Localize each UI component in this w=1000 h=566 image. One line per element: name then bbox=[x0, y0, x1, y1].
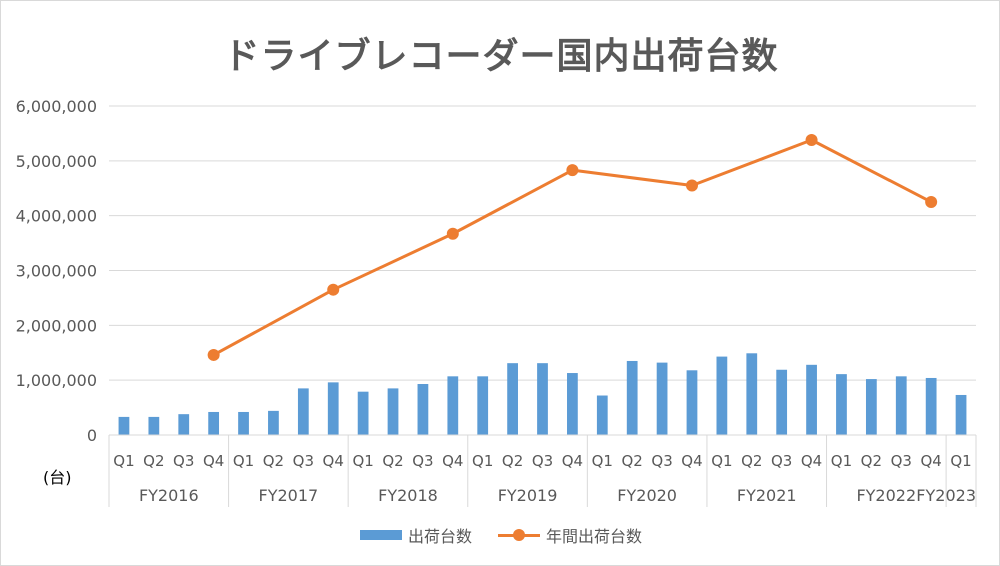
bar bbox=[836, 374, 847, 435]
legend-item-line[interactable]: 年間出荷台数 bbox=[498, 523, 642, 547]
bar bbox=[327, 382, 339, 435]
bar bbox=[238, 411, 249, 435]
annual-point bbox=[327, 283, 340, 296]
y-tick-label: 0 bbox=[87, 426, 97, 445]
x-tick-label: Q2 bbox=[741, 452, 762, 470]
annual-point bbox=[805, 133, 818, 146]
x-tick-label: Q3 bbox=[651, 452, 672, 470]
x-tick-label: Q2 bbox=[263, 452, 284, 470]
x-tick-label: Q1 bbox=[950, 452, 971, 470]
x-tick-label: Q1 bbox=[113, 452, 134, 470]
annual-point bbox=[925, 195, 938, 208]
x-tick-label: Q1 bbox=[472, 452, 493, 470]
x-tick-label: Q3 bbox=[173, 452, 194, 470]
x-tick-label: Q4 bbox=[203, 452, 224, 470]
bar bbox=[567, 373, 578, 435]
fiscal-year-label: FY2023 bbox=[916, 486, 976, 505]
bar bbox=[118, 416, 130, 435]
bar bbox=[895, 376, 907, 435]
x-tick-label: Q2 bbox=[382, 452, 403, 470]
x-tick-label: Q1 bbox=[831, 452, 852, 470]
bar bbox=[357, 391, 369, 435]
annual-point bbox=[207, 348, 220, 361]
x-tick-label: Q1 bbox=[352, 452, 373, 470]
x-tick-label: Q2 bbox=[622, 452, 643, 470]
x-tick-label: Q4 bbox=[920, 452, 941, 470]
legend-bar-swatch bbox=[359, 530, 402, 540]
bar bbox=[268, 410, 279, 435]
bar bbox=[447, 376, 459, 435]
bar bbox=[148, 416, 160, 435]
bar bbox=[178, 414, 190, 435]
fiscal-year-label: FY2019 bbox=[498, 486, 558, 505]
y-tick-label: 5,000,000 bbox=[16, 152, 97, 171]
bar bbox=[716, 356, 728, 435]
x-tick-label: Q1 bbox=[233, 452, 254, 470]
x-tick-label: Q2 bbox=[861, 452, 882, 470]
legend-label-bar: 出荷台数 bbox=[407, 527, 472, 546]
x-tick-label: Q3 bbox=[891, 452, 912, 470]
x-tick-label: Q4 bbox=[801, 452, 822, 470]
bar bbox=[925, 377, 937, 435]
x-tick-label: Q2 bbox=[143, 452, 164, 470]
bar bbox=[596, 395, 608, 435]
bar bbox=[806, 364, 817, 435]
x-tick-label: Q1 bbox=[711, 452, 732, 470]
x-tick-label: Q3 bbox=[412, 452, 433, 470]
bar bbox=[537, 363, 548, 435]
bar bbox=[656, 362, 668, 435]
legend-label-line: 年間出荷台数 bbox=[546, 527, 643, 546]
fiscal-year-label: FY2021 bbox=[737, 486, 797, 505]
legend-item-bar[interactable]: 出荷台数 bbox=[359, 523, 472, 547]
bar bbox=[865, 379, 877, 435]
fiscal-year-label: FY2016 bbox=[139, 486, 199, 505]
legend-line-swatch bbox=[498, 529, 540, 541]
fiscal-year-label: FY2017 bbox=[259, 486, 319, 505]
y-axis-unit: (台) bbox=[43, 468, 72, 487]
bar bbox=[477, 376, 489, 435]
bar bbox=[776, 369, 788, 435]
x-tick-label: Q4 bbox=[562, 452, 583, 470]
x-tick-label: Q4 bbox=[681, 452, 702, 470]
x-tick-label: Q2 bbox=[502, 452, 523, 470]
x-tick-label: Q3 bbox=[532, 452, 553, 470]
x-tick-label: Q4 bbox=[442, 452, 463, 470]
fiscal-year-label: FY2020 bbox=[617, 486, 677, 505]
bar bbox=[297, 388, 309, 435]
fiscal-year-label: FY2018 bbox=[378, 486, 438, 505]
bar bbox=[208, 411, 220, 435]
bar bbox=[686, 370, 698, 435]
chart-title: ドライブレコーダー国内出荷台数 bbox=[223, 36, 779, 77]
x-tick-label: Q4 bbox=[323, 452, 344, 470]
y-tick-label: 4,000,000 bbox=[16, 207, 97, 226]
annual-point bbox=[566, 164, 579, 177]
bar bbox=[955, 394, 967, 435]
annual-point bbox=[685, 179, 698, 192]
x-tick-label: Q3 bbox=[293, 452, 314, 470]
bar bbox=[626, 360, 638, 435]
fiscal-year-label: FY2022 bbox=[856, 486, 916, 505]
bar bbox=[417, 384, 429, 435]
annual-point bbox=[446, 227, 459, 240]
x-tick-label: Q1 bbox=[592, 452, 613, 470]
bar bbox=[507, 363, 518, 435]
y-tick-label: 2,000,000 bbox=[16, 316, 97, 335]
bar bbox=[387, 388, 399, 435]
combo-chart: 0 1,000,000 2,000,000 3,000,000 4,000,000 5,0… bbox=[16, 97, 977, 507]
bar bbox=[746, 353, 758, 435]
y-tick-label: 6,000,000 bbox=[16, 97, 97, 116]
x-tick-label: Q3 bbox=[771, 452, 792, 470]
y-tick-label: 1,000,000 bbox=[16, 371, 97, 390]
legend: 出荷台数 年間出荷台数 bbox=[1, 523, 1000, 547]
y-tick-label: 3,000,000 bbox=[16, 262, 97, 281]
